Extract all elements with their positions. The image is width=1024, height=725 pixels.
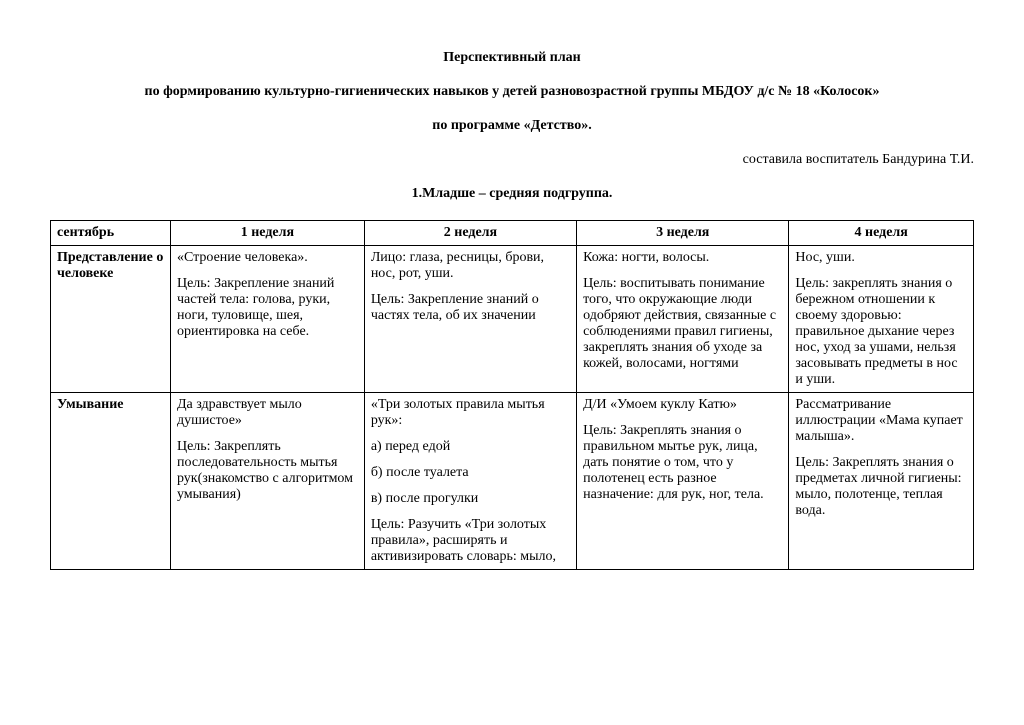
cell-text: «Три золотых правила мытья рук»:	[371, 397, 570, 429]
table-cell: Д/И «Умоем куклу Катю» Цель: Закреплять …	[577, 393, 789, 570]
col-header: 2 неделя	[364, 221, 576, 246]
col-header: 1 неделя	[170, 221, 364, 246]
cell-text: «Строение человека».	[177, 250, 358, 266]
cell-text: Цель: Закреплять последовательность мыть…	[177, 439, 358, 503]
col-header: сентябрь	[51, 221, 171, 246]
cell-text: Рассматривание иллюстрации «Мама купает …	[795, 397, 967, 445]
cell-text: в) после прогулки	[371, 491, 570, 507]
cell-text: Цель: Закреплять знания о предметах личн…	[795, 455, 967, 519]
table-row: Умывание Да здравствует мыло душистое» Ц…	[51, 393, 974, 570]
cell-text: Цель: Закрепление знаний частей тела: го…	[177, 276, 358, 340]
cell-text: Да здравствует мыло душистое»	[177, 397, 358, 429]
cell-text: Лицо: глаза, ресницы, брови, нос, рот, у…	[371, 250, 570, 282]
table-header-row: сентябрь 1 неделя 2 неделя 3 неделя 4 не…	[51, 221, 974, 246]
cell-text: Д/И «Умоем куклу Катю»	[583, 397, 782, 413]
doc-author: составила воспитатель Бандурина Т.И.	[50, 152, 974, 168]
table-cell: «Три золотых правила мытья рук»: а) пере…	[364, 393, 576, 570]
cell-text: Цель: Разучить «Три золотых правила», ра…	[371, 517, 570, 565]
doc-title-2: по формированию культурно-гигиенических …	[50, 84, 974, 100]
table-cell: «Строение человека». Цель: Закрепление з…	[170, 246, 364, 393]
table-row: Представление о человеке «Строение челов…	[51, 246, 974, 393]
doc-subtitle: 1.Младше – средняя подгруппа.	[50, 186, 974, 202]
col-header: 4 неделя	[789, 221, 974, 246]
row-label: Умывание	[51, 393, 171, 570]
plan-table: сентябрь 1 неделя 2 неделя 3 неделя 4 не…	[50, 220, 974, 570]
cell-text: Цель: Закреплять знания о правильном мыт…	[583, 423, 782, 503]
table-cell: Нос, уши. Цель: закреплять знания о бере…	[789, 246, 974, 393]
table-cell: Лицо: глаза, ресницы, брови, нос, рот, у…	[364, 246, 576, 393]
col-header: 3 неделя	[577, 221, 789, 246]
table-cell: Да здравствует мыло душистое» Цель: Закр…	[170, 393, 364, 570]
cell-text: Цель: воспитывать понимание того, что ок…	[583, 276, 782, 372]
table-cell: Кожа: ногти, волосы. Цель: воспитывать п…	[577, 246, 789, 393]
cell-text: Кожа: ногти, волосы.	[583, 250, 782, 266]
doc-title-3: по программе «Детство».	[50, 118, 974, 134]
cell-text: а) перед едой	[371, 439, 570, 455]
doc-title-1: Перспективный план	[50, 50, 974, 66]
cell-text: Нос, уши.	[795, 250, 967, 266]
cell-text: б) после туалета	[371, 465, 570, 481]
table-cell: Рассматривание иллюстрации «Мама купает …	[789, 393, 974, 570]
cell-text: Цель: Закрепление знаний о частях тела, …	[371, 292, 570, 324]
row-label: Представление о человеке	[51, 246, 171, 393]
cell-text: Цель: закреплять знания о бережном отнош…	[795, 276, 967, 388]
